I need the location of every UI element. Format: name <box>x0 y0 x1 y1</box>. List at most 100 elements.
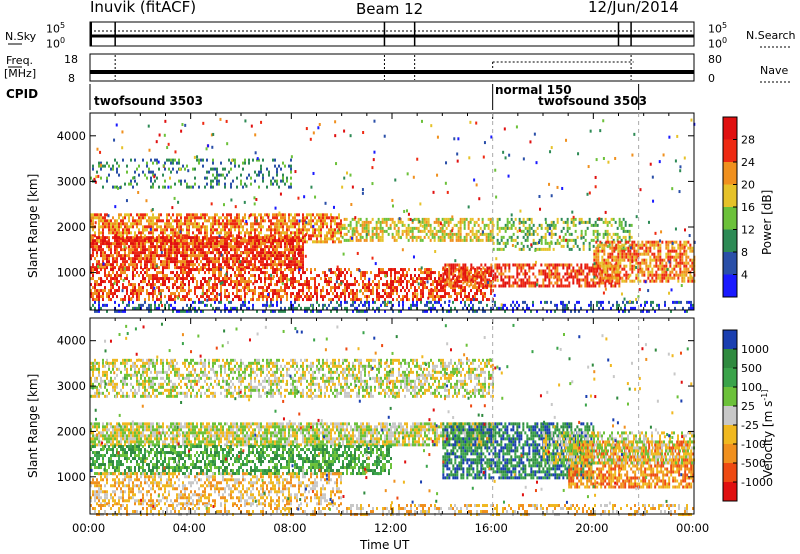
scatter-cell <box>150 179 152 183</box>
scatter-cell <box>266 245 268 249</box>
scatter-cell <box>365 220 368 224</box>
scatter-cell <box>262 298 264 302</box>
scatter-cell <box>615 276 618 280</box>
scatter-cell <box>379 220 382 224</box>
scatter-cell <box>188 216 190 220</box>
scatter-cell <box>154 268 156 272</box>
scatter-cell <box>572 281 575 285</box>
scatter-cell <box>356 292 358 296</box>
scatter-cell <box>122 234 124 238</box>
scatter-cell <box>528 275 531 279</box>
scatter-cell <box>146 240 148 244</box>
scatter-cell <box>94 268 96 272</box>
scatter-cell <box>673 258 676 262</box>
scatter-cell <box>500 269 503 273</box>
scatter-cell <box>492 223 495 227</box>
scatter-cell <box>384 271 386 275</box>
scatter-cell <box>498 226 501 230</box>
scatter-cell <box>606 244 609 248</box>
scatter-cell <box>134 219 136 223</box>
scatter-cell <box>284 216 286 220</box>
scatter-cell <box>310 219 312 223</box>
scatter-cell <box>653 240 656 244</box>
scatter-cell <box>448 266 451 270</box>
scatter-cell <box>350 283 352 287</box>
scatter-cell <box>210 234 212 238</box>
scatter-cell <box>148 245 150 249</box>
scatter-cell <box>336 222 338 226</box>
scatter-cell <box>136 292 138 296</box>
scatter-cell <box>188 185 190 189</box>
scatter-cell <box>194 213 196 217</box>
scatter-cell <box>580 272 583 276</box>
scatter-cell <box>198 185 200 189</box>
scatter-cell <box>498 229 501 233</box>
scatter-cell <box>162 254 164 258</box>
scatter-cell <box>602 235 605 239</box>
scatter-cell <box>266 236 268 240</box>
scatter-cell <box>665 261 668 265</box>
scatter-cell <box>208 263 210 267</box>
scatter-cell <box>148 225 150 229</box>
scatter-cell <box>584 284 587 288</box>
scatter-cell <box>657 249 660 253</box>
scatter-cell <box>264 289 266 293</box>
scatter-cell <box>459 220 462 224</box>
scatter-cell <box>114 260 116 264</box>
scatter-cell <box>438 277 440 281</box>
scatter-cell <box>294 219 296 223</box>
scatter-cell <box>176 216 178 220</box>
scatter-cell <box>588 217 591 221</box>
scatter-cell <box>106 309 108 313</box>
scatter-cell <box>134 286 136 290</box>
scatter-cell <box>659 267 662 271</box>
scatter-cell <box>208 219 210 223</box>
scatter-cell <box>142 158 144 162</box>
scatter-cell <box>216 248 218 252</box>
scatter-cell <box>220 298 222 302</box>
scatter-cell <box>336 231 338 235</box>
scatter-cell <box>599 279 602 283</box>
scatter-cell <box>186 228 188 232</box>
scatter-cell <box>397 232 400 236</box>
scatter-cell <box>264 280 266 284</box>
scatter-cell <box>122 216 124 220</box>
scatter-cell <box>170 242 172 246</box>
scatter-cell <box>474 272 477 276</box>
scatter-cell <box>546 229 549 233</box>
scatter-cell <box>645 252 648 256</box>
scatter-cell <box>536 241 539 245</box>
scatter-cell <box>104 236 106 240</box>
scatter-cell <box>310 298 312 302</box>
scatter-cell <box>502 241 505 245</box>
scatter-cell <box>427 229 430 233</box>
scatter-cell <box>252 239 254 243</box>
scatter-cell <box>102 222 104 226</box>
scatter-cell <box>424 286 426 290</box>
scatter-cell <box>296 245 298 249</box>
scatter-cell <box>406 295 408 299</box>
scatter-cell <box>453 223 456 227</box>
scatter-cell <box>220 161 222 165</box>
scatter-cell <box>260 280 262 284</box>
scatter-cell <box>184 236 186 240</box>
scatter-cell <box>522 217 525 221</box>
scatter-cell <box>651 243 654 247</box>
scatter-cell <box>647 252 650 256</box>
scatter-cell <box>498 241 501 245</box>
scatter-cell <box>90 222 92 226</box>
scatter-cell <box>130 260 132 264</box>
scatter-cell <box>102 185 104 189</box>
scatter-cell <box>226 242 228 246</box>
scatter-cell <box>290 251 292 255</box>
scatter-cell <box>174 280 176 284</box>
scatter-cell <box>212 242 214 246</box>
scatter-cell <box>262 292 264 296</box>
scatter-cell <box>548 269 551 273</box>
scatter-cell <box>246 239 248 243</box>
scatter-cell <box>332 228 334 232</box>
scatter-cell <box>290 231 292 235</box>
scatter-cell <box>617 249 620 253</box>
scatter-cell <box>506 281 509 285</box>
beam-title: Beam 12 <box>356 0 424 18</box>
